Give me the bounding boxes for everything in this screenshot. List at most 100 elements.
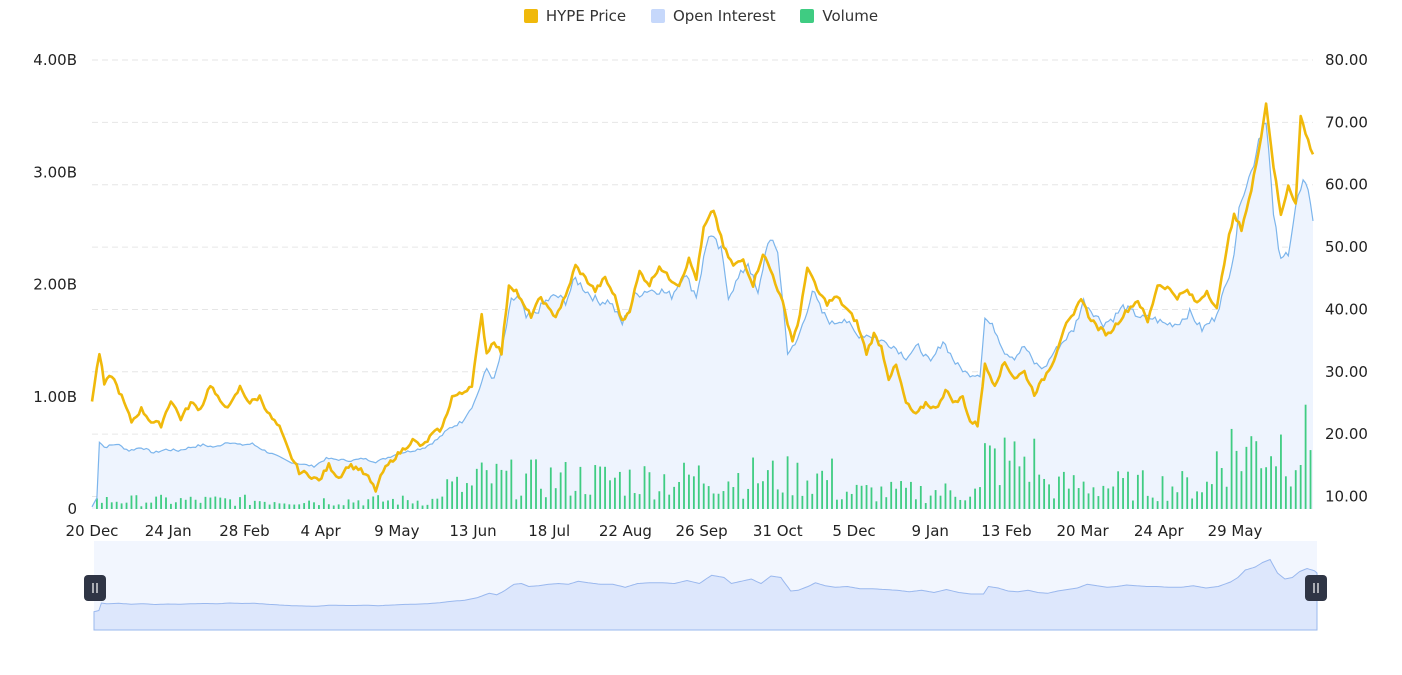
volume-bar xyxy=(589,494,592,509)
navigator[interactable] xyxy=(84,541,1327,631)
legend-swatch-volume xyxy=(800,9,815,23)
volume-bar xyxy=(1186,477,1189,509)
right-y-tick-label: 10.00 xyxy=(1325,488,1368,506)
volume-bar xyxy=(1132,500,1134,509)
volume-bar xyxy=(998,485,1001,509)
volume-bar xyxy=(840,499,843,509)
volume-bar xyxy=(801,495,804,509)
volume-bar xyxy=(712,493,715,509)
volume-bar xyxy=(480,462,483,509)
volume-bar xyxy=(1112,486,1115,509)
volume-bar xyxy=(1067,488,1070,509)
volume-bar xyxy=(1235,450,1238,509)
volume-bar xyxy=(633,493,636,509)
volume-bar xyxy=(1028,481,1031,509)
volume-bar xyxy=(914,499,917,509)
volume-bar xyxy=(278,503,281,509)
volume-bar xyxy=(850,493,853,509)
volume-bar xyxy=(145,502,148,509)
volume-bar xyxy=(1245,446,1248,509)
volume-bar xyxy=(1289,486,1292,509)
volume-bar xyxy=(332,505,335,509)
volume-bar xyxy=(1008,460,1011,509)
volume-bar xyxy=(1181,471,1184,509)
volume-bar xyxy=(579,466,582,509)
volume-bar xyxy=(766,470,769,509)
x-tick-label: 20 Mar xyxy=(1057,522,1110,540)
volume-bar xyxy=(1230,428,1233,509)
legend-item-hype-price[interactable]: HYPE Price xyxy=(523,7,627,25)
volume-bar xyxy=(623,495,626,509)
x-tick-label: 9 May xyxy=(374,522,419,540)
volume-bar xyxy=(525,473,528,509)
volume-bar xyxy=(574,490,577,509)
legend: HYPE Price Open Interest Volume xyxy=(0,7,1402,27)
volume-bar xyxy=(100,502,103,509)
volume-bar xyxy=(786,456,789,509)
volume-bar xyxy=(510,459,513,509)
volume-bar xyxy=(762,481,764,509)
volume-bar xyxy=(865,485,868,509)
volume-bar xyxy=(387,500,389,509)
volume-bar xyxy=(845,491,848,509)
legend-item-open-interest[interactable]: Open Interest xyxy=(650,7,776,25)
volume-bar xyxy=(673,486,676,509)
volume-bar xyxy=(1255,441,1258,509)
volume-bar xyxy=(170,503,172,509)
volume-bar xyxy=(717,493,720,509)
volume-bar xyxy=(826,480,828,509)
volume-bar xyxy=(1097,496,1100,509)
volume-bar xyxy=(1003,437,1006,509)
volume-bar xyxy=(1176,492,1179,509)
x-tick-label: 24 Jan xyxy=(145,522,192,540)
volume-bar xyxy=(609,480,611,509)
volume-bar xyxy=(653,499,656,509)
x-tick-label: 5 Dec xyxy=(832,522,875,540)
volume-bar xyxy=(234,505,236,509)
volume-bar xyxy=(663,474,666,509)
legend-label-hype-price: HYPE Price xyxy=(545,7,627,25)
volume-bar xyxy=(115,501,118,509)
volume-bar xyxy=(1294,470,1297,509)
volume-bar xyxy=(140,506,143,509)
open-interest-area xyxy=(92,123,1313,509)
volume-bar xyxy=(860,485,863,509)
lines-layer xyxy=(90,102,1315,508)
volume-bar xyxy=(781,492,784,509)
volume-bar xyxy=(421,505,424,509)
volume-bar xyxy=(219,497,222,509)
volume-bar xyxy=(293,504,296,509)
legend-item-volume[interactable]: Volume xyxy=(800,7,878,25)
volume-bar xyxy=(1299,464,1302,509)
volume-bar xyxy=(1087,493,1090,509)
x-tick-label: 20 Dec xyxy=(66,522,119,540)
volume-bar xyxy=(1107,488,1110,509)
volume-bar xyxy=(816,473,819,509)
volume-bar xyxy=(1141,470,1144,509)
volume-bar xyxy=(1304,404,1307,509)
volume-bar xyxy=(959,499,962,509)
volume-bar xyxy=(1048,484,1050,509)
volume-bar xyxy=(569,495,572,509)
x-tick-label: 31 Oct xyxy=(753,522,803,540)
volume-bar xyxy=(426,504,429,509)
navigator-right-handle[interactable] xyxy=(1305,575,1327,601)
volume-bar xyxy=(934,490,937,509)
volume-bar xyxy=(1043,478,1046,509)
volume-bar xyxy=(1072,475,1075,509)
volume-bar xyxy=(1102,485,1105,509)
navigator-left-handle[interactable] xyxy=(84,575,106,601)
volume-bar xyxy=(263,501,266,509)
volume-bar xyxy=(702,483,705,509)
x-tick-label: 18 Jul xyxy=(528,522,570,540)
x-tick-label: 4 Apr xyxy=(300,522,341,540)
volume-bar xyxy=(554,488,557,509)
volume-bar xyxy=(406,500,409,509)
axis-layer: 10.00 20.00 30.00 40.00 50.00 60.00 70.00 80.00… xyxy=(33,51,1368,540)
volume-bar xyxy=(1082,481,1085,509)
volume-bar xyxy=(135,495,138,509)
x-tick-label: 29 May xyxy=(1208,522,1263,540)
volume-bar xyxy=(456,476,458,509)
volume-bar xyxy=(1156,501,1159,509)
hype-price-line xyxy=(90,102,1315,493)
